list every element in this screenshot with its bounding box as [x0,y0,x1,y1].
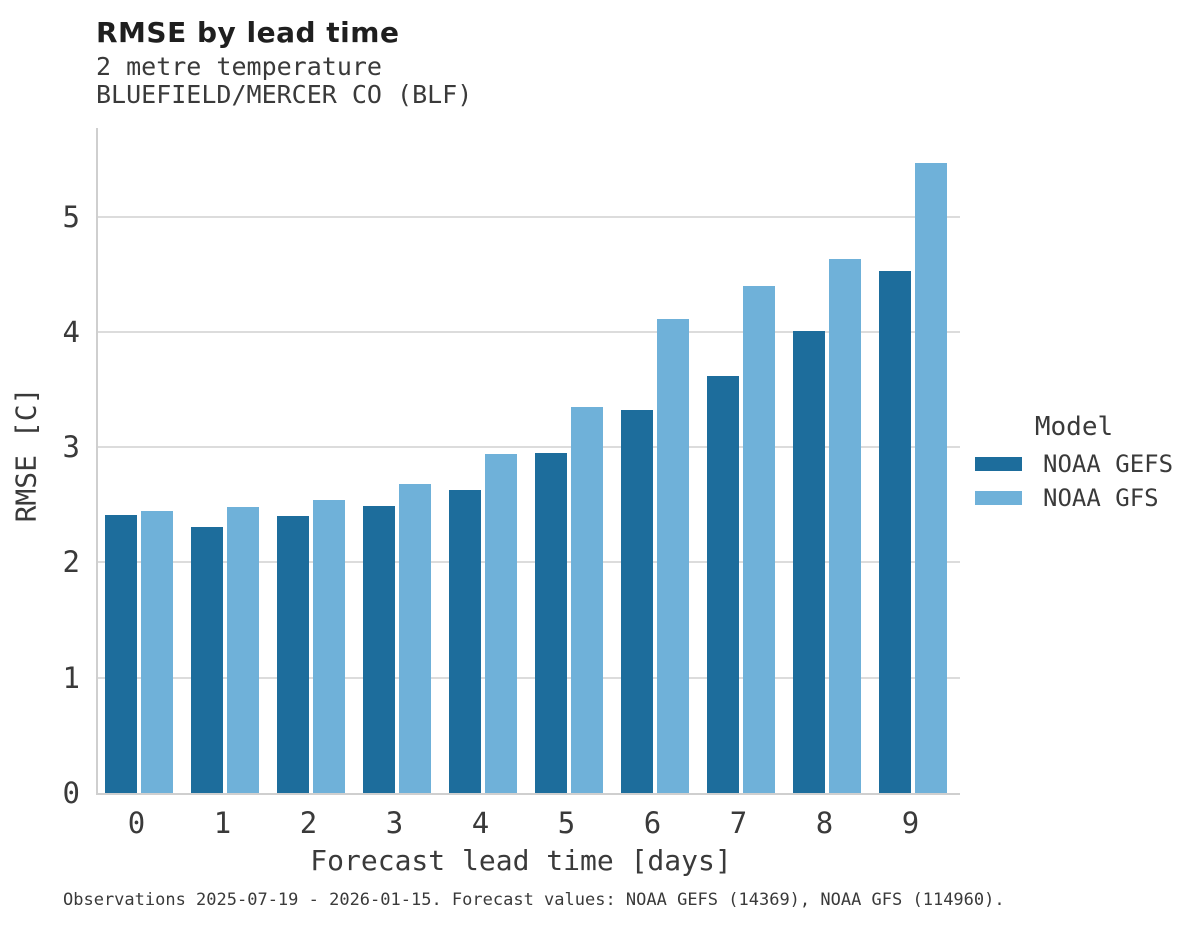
bar-noaa-gfs-day-8 [828,259,861,793]
legend-label: NOAA GEFS [1043,450,1174,478]
bar-noaa-gfs-day-0 [140,511,173,793]
y-tick-label-3: 3 [62,430,80,465]
bar-noaa-gfs-day-5 [570,407,603,793]
y-tick-label-0: 0 [62,776,80,810]
x-tick-label-1: 1 [213,806,232,840]
bar-noaa-gefs-day-8 [792,331,825,793]
x-tick-label-7: 7 [729,806,748,840]
bar-noaa-gfs-day-4 [484,454,517,793]
chart-subtitle-station: BLUEFIELD/MERCER CO (BLF) [96,80,473,109]
legend: Model NOAA GEFS NOAA GFS [975,412,1185,520]
gridline-y-5 [98,215,960,218]
x-tick-label-6: 6 [643,806,662,840]
caption: Observations 2025-07-19 - 2026-01-15. Fo… [63,890,1005,910]
bar-noaa-gefs-day-1 [190,527,223,793]
gridline-y-3 [98,446,960,449]
gridline-y-2 [98,561,960,564]
plot-panel [96,128,960,795]
bar-noaa-gfs-day-9 [914,163,947,793]
x-tick-label-4: 4 [471,806,490,840]
bar-noaa-gfs-day-6 [656,319,689,793]
x-tick-label-8: 8 [815,806,834,840]
x-axis-title: Forecast lead time [days] [310,844,732,877]
gridline-y-4 [98,330,960,333]
bar-noaa-gefs-day-9 [878,271,911,793]
x-tick-label-5: 5 [557,806,576,840]
legend-entry-noaa-gefs: NOAA GEFS [975,450,1185,478]
bar-noaa-gefs-day-2 [276,516,309,793]
y-tick-label-1: 1 [62,660,80,695]
y-tick-label-2: 2 [62,545,80,580]
bar-noaa-gfs-day-3 [398,484,431,793]
x-tick-label-2: 2 [299,806,318,840]
legend-swatch [975,491,1022,505]
chart-subtitle-variable: 2 metre temperature [96,52,382,81]
legend-entry-noaa-gfs: NOAA GFS [975,484,1185,512]
x-tick-label-9: 9 [901,806,920,840]
y-tick-label-5: 5 [62,199,80,234]
bar-noaa-gefs-day-6 [620,410,653,793]
bar-noaa-gfs-day-7 [742,286,775,793]
bar-noaa-gefs-day-3 [362,506,395,793]
x-tick-label-3: 3 [385,806,404,840]
bar-noaa-gefs-day-5 [534,453,567,793]
bar-noaa-gfs-day-1 [226,507,259,793]
x-tick-label-0: 0 [127,806,146,840]
bar-noaa-gfs-day-2 [312,500,345,793]
gridline-y-1 [98,676,960,679]
y-tick-label-4: 4 [62,314,80,349]
bar-noaa-gefs-day-4 [448,490,481,793]
legend-swatch [975,457,1022,471]
bar-noaa-gefs-day-0 [104,515,137,793]
chart-title: RMSE by lead time [96,16,400,49]
bar-noaa-gefs-day-7 [706,376,739,793]
legend-label: NOAA GFS [1043,484,1159,512]
legend-title: Model [1034,412,1114,442]
